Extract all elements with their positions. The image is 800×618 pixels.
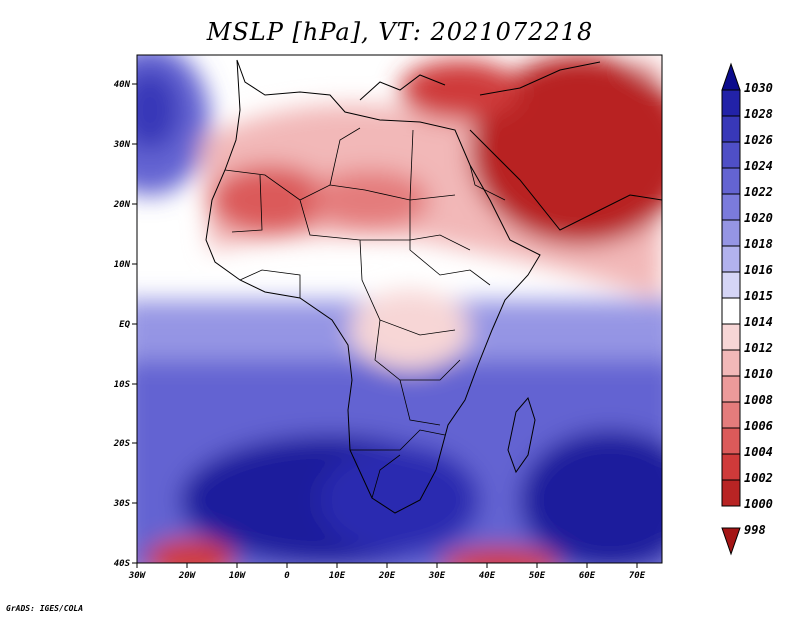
country-borders <box>224 127 506 499</box>
lon-label-70e: 70E <box>629 571 646 581</box>
lon-label-40e: 40E <box>479 571 496 581</box>
pressure-field <box>137 55 662 563</box>
latitude-axis: 40N 30N 20N 10N EQ 10S 20S 30S 40S <box>113 80 137 569</box>
lon-label-0: 0 <box>284 571 290 581</box>
colorbar-label-1020: 1020 <box>744 211 773 225</box>
colorbar-cell <box>721 349 741 377</box>
lat-label-20n: 20N <box>113 200 131 210</box>
lat-label-10s: 10S <box>114 380 131 390</box>
colorbar-label-1015: 1015 <box>744 289 773 303</box>
colorbar-cell <box>721 115 741 143</box>
colorbar-label-998: 998 <box>744 523 766 537</box>
colorbar-cell <box>721 375 741 403</box>
lat-label-40s: 40S <box>114 559 131 569</box>
colorbar-cell <box>721 479 741 507</box>
lon-label-20w: 20W <box>178 571 197 581</box>
colorbar-label-1028: 1028 <box>744 107 773 121</box>
colorbar-label-1014: 1014 <box>744 315 773 329</box>
colorbar-cell <box>721 167 741 195</box>
colorbar-label-1006: 1006 <box>744 419 773 433</box>
grads-credit: GrADS: IGES/COLA <box>6 604 84 613</box>
colorbar-cell <box>721 323 741 351</box>
colorbar-label-1024: 1024 <box>744 159 773 173</box>
colorbar-cell <box>721 245 741 273</box>
colorbar-cell <box>721 141 741 169</box>
colorbar-cell <box>721 427 741 455</box>
colorbar-label-1010: 1010 <box>744 367 773 381</box>
lat-label-30s: 30S <box>113 499 131 509</box>
colorbar-cell <box>721 89 741 117</box>
chart-title: MSLP [hPa], VT: 2021072218 <box>206 18 594 46</box>
lat-label-10n: 10N <box>114 260 131 270</box>
lat-label-40n: 40N <box>114 80 131 90</box>
lat-label-30n: 30N <box>113 140 131 150</box>
colorbar-cell <box>721 219 741 247</box>
coastlines <box>205 59 662 514</box>
longitude-axis: 30W 20W 10W 0 10E 20E 30E 40E 50E 60E 70… <box>128 563 646 581</box>
lon-label-20e: 20E <box>378 571 396 581</box>
colorbar-cells <box>721 89 741 507</box>
colorbar-label-1002: 1002 <box>744 471 773 485</box>
colorbar: 1030 1028 1026 1024 1022 1020 1018 1016 … <box>721 62 773 556</box>
colorbar-cell <box>721 271 741 299</box>
colorbar-cell <box>721 193 741 221</box>
colorbar-label-1030: 1030 <box>744 81 773 95</box>
lat-label-eq: EQ <box>119 320 130 330</box>
colorbar-cell <box>721 453 741 481</box>
colorbar-label-1004: 1004 <box>744 445 773 459</box>
lon-label-50e: 50E <box>529 571 546 581</box>
colorbar-label-1008: 1008 <box>744 393 773 407</box>
lon-label-10e: 10E <box>329 571 346 581</box>
lon-label-30e: 30E <box>428 571 446 581</box>
colorbar-cell <box>721 401 741 429</box>
lon-label-30w: 30W <box>128 571 147 581</box>
colorbar-cell <box>721 297 741 325</box>
colorbar-label-1012: 1012 <box>744 341 773 355</box>
colorbar-bottom-arrow <box>721 527 741 556</box>
colorbar-label-1022: 1022 <box>744 185 773 199</box>
lon-label-10w: 10W <box>229 571 247 581</box>
colorbar-top-arrow <box>721 62 741 91</box>
map-frame <box>136 54 663 564</box>
colorbar-label-1018: 1018 <box>744 237 773 251</box>
colorbar-label-1016: 1016 <box>744 263 773 277</box>
colorbar-label-1000: 1000 <box>744 497 773 511</box>
lat-label-20s: 20S <box>113 439 131 449</box>
lon-label-60e: 60E <box>579 571 596 581</box>
colorbar-label-1026: 1026 <box>744 133 773 147</box>
